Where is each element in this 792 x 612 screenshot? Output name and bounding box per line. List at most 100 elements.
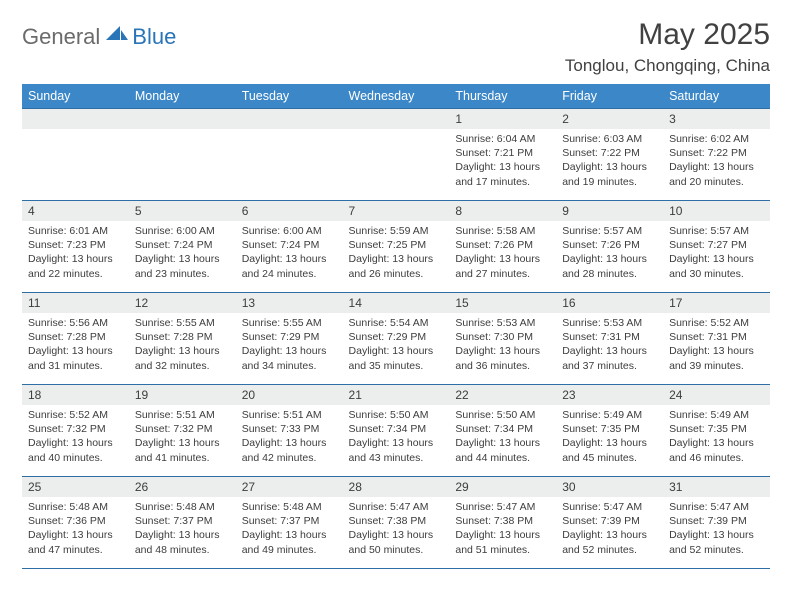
calendar-cell: 18Sunrise: 5:52 AMSunset: 7:32 PMDayligh… <box>22 385 129 477</box>
day-header: Friday <box>556 84 663 109</box>
day-header: Tuesday <box>236 84 343 109</box>
day-details: Sunrise: 5:48 AMSunset: 7:36 PMDaylight:… <box>22 497 129 561</box>
day-number: 18 <box>22 385 129 405</box>
calendar-cell <box>236 109 343 201</box>
calendar-week-row: 4Sunrise: 6:01 AMSunset: 7:23 PMDaylight… <box>22 201 770 293</box>
logo-text-blue: Blue <box>132 24 176 50</box>
day-details: Sunrise: 5:48 AMSunset: 7:37 PMDaylight:… <box>236 497 343 561</box>
calendar-cell: 13Sunrise: 5:55 AMSunset: 7:29 PMDayligh… <box>236 293 343 385</box>
day-details: Sunrise: 6:03 AMSunset: 7:22 PMDaylight:… <box>556 129 663 193</box>
day-number: 15 <box>449 293 556 313</box>
logo-sail-icon <box>106 26 128 49</box>
day-details: Sunrise: 5:57 AMSunset: 7:26 PMDaylight:… <box>556 221 663 285</box>
day-details: Sunrise: 5:49 AMSunset: 7:35 PMDaylight:… <box>663 405 770 469</box>
day-details: Sunrise: 5:57 AMSunset: 7:27 PMDaylight:… <box>663 221 770 285</box>
calendar-cell: 10Sunrise: 5:57 AMSunset: 7:27 PMDayligh… <box>663 201 770 293</box>
day-number: 1 <box>449 109 556 129</box>
day-number: 5 <box>129 201 236 221</box>
calendar-week-row: 25Sunrise: 5:48 AMSunset: 7:36 PMDayligh… <box>22 477 770 569</box>
day-details: Sunrise: 5:59 AMSunset: 7:25 PMDaylight:… <box>343 221 450 285</box>
calendar-table: SundayMondayTuesdayWednesdayThursdayFrid… <box>22 84 770 569</box>
calendar-cell: 25Sunrise: 5:48 AMSunset: 7:36 PMDayligh… <box>22 477 129 569</box>
calendar-cell: 14Sunrise: 5:54 AMSunset: 7:29 PMDayligh… <box>343 293 450 385</box>
day-number: 17 <box>663 293 770 313</box>
day-details: Sunrise: 5:52 AMSunset: 7:32 PMDaylight:… <box>22 405 129 469</box>
calendar-cell: 12Sunrise: 5:55 AMSunset: 7:28 PMDayligh… <box>129 293 236 385</box>
calendar-cell: 29Sunrise: 5:47 AMSunset: 7:38 PMDayligh… <box>449 477 556 569</box>
calendar-cell: 1Sunrise: 6:04 AMSunset: 7:21 PMDaylight… <box>449 109 556 201</box>
day-details: Sunrise: 5:50 AMSunset: 7:34 PMDaylight:… <box>343 405 450 469</box>
calendar-cell: 28Sunrise: 5:47 AMSunset: 7:38 PMDayligh… <box>343 477 450 569</box>
calendar-cell: 2Sunrise: 6:03 AMSunset: 7:22 PMDaylight… <box>556 109 663 201</box>
day-number: 21 <box>343 385 450 405</box>
day-number-empty <box>236 109 343 129</box>
day-details: Sunrise: 6:02 AMSunset: 7:22 PMDaylight:… <box>663 129 770 193</box>
day-number: 30 <box>556 477 663 497</box>
calendar-cell: 17Sunrise: 5:52 AMSunset: 7:31 PMDayligh… <box>663 293 770 385</box>
day-details: Sunrise: 5:55 AMSunset: 7:28 PMDaylight:… <box>129 313 236 377</box>
calendar-cell: 11Sunrise: 5:56 AMSunset: 7:28 PMDayligh… <box>22 293 129 385</box>
day-number: 24 <box>663 385 770 405</box>
calendar-cell: 19Sunrise: 5:51 AMSunset: 7:32 PMDayligh… <box>129 385 236 477</box>
day-number: 3 <box>663 109 770 129</box>
day-number: 27 <box>236 477 343 497</box>
day-details: Sunrise: 5:51 AMSunset: 7:33 PMDaylight:… <box>236 405 343 469</box>
calendar-cell: 21Sunrise: 5:50 AMSunset: 7:34 PMDayligh… <box>343 385 450 477</box>
calendar-cell: 6Sunrise: 6:00 AMSunset: 7:24 PMDaylight… <box>236 201 343 293</box>
calendar-cell: 15Sunrise: 5:53 AMSunset: 7:30 PMDayligh… <box>449 293 556 385</box>
calendar-cell: 3Sunrise: 6:02 AMSunset: 7:22 PMDaylight… <box>663 109 770 201</box>
day-details: Sunrise: 6:04 AMSunset: 7:21 PMDaylight:… <box>449 129 556 193</box>
day-number: 25 <box>22 477 129 497</box>
header: General Blue May 2025 Tonglou, Chongqing… <box>22 18 770 76</box>
day-details: Sunrise: 5:47 AMSunset: 7:38 PMDaylight:… <box>449 497 556 561</box>
calendar-body: 1Sunrise: 6:04 AMSunset: 7:21 PMDaylight… <box>22 109 770 569</box>
title-block: May 2025 Tonglou, Chongqing, China <box>565 18 770 76</box>
day-details: Sunrise: 5:50 AMSunset: 7:34 PMDaylight:… <box>449 405 556 469</box>
calendar-cell: 7Sunrise: 5:59 AMSunset: 7:25 PMDaylight… <box>343 201 450 293</box>
day-number: 31 <box>663 477 770 497</box>
calendar-cell: 5Sunrise: 6:00 AMSunset: 7:24 PMDaylight… <box>129 201 236 293</box>
day-number-empty <box>22 109 129 129</box>
day-details: Sunrise: 5:49 AMSunset: 7:35 PMDaylight:… <box>556 405 663 469</box>
calendar-cell: 16Sunrise: 5:53 AMSunset: 7:31 PMDayligh… <box>556 293 663 385</box>
logo-text-general: General <box>22 24 100 50</box>
day-details: Sunrise: 6:00 AMSunset: 7:24 PMDaylight:… <box>236 221 343 285</box>
day-number: 10 <box>663 201 770 221</box>
day-number: 4 <box>22 201 129 221</box>
location: Tonglou, Chongqing, China <box>565 56 770 76</box>
day-number: 8 <box>449 201 556 221</box>
calendar-cell: 4Sunrise: 6:01 AMSunset: 7:23 PMDaylight… <box>22 201 129 293</box>
calendar-cell: 27Sunrise: 5:48 AMSunset: 7:37 PMDayligh… <box>236 477 343 569</box>
day-number: 9 <box>556 201 663 221</box>
calendar-cell: 31Sunrise: 5:47 AMSunset: 7:39 PMDayligh… <box>663 477 770 569</box>
day-details: Sunrise: 5:53 AMSunset: 7:31 PMDaylight:… <box>556 313 663 377</box>
day-number: 2 <box>556 109 663 129</box>
calendar-cell: 26Sunrise: 5:48 AMSunset: 7:37 PMDayligh… <box>129 477 236 569</box>
day-details: Sunrise: 5:55 AMSunset: 7:29 PMDaylight:… <box>236 313 343 377</box>
calendar-cell <box>129 109 236 201</box>
calendar-week-row: 18Sunrise: 5:52 AMSunset: 7:32 PMDayligh… <box>22 385 770 477</box>
day-number: 28 <box>343 477 450 497</box>
day-number: 22 <box>449 385 556 405</box>
calendar-week-row: 11Sunrise: 5:56 AMSunset: 7:28 PMDayligh… <box>22 293 770 385</box>
day-number: 13 <box>236 293 343 313</box>
calendar-cell: 24Sunrise: 5:49 AMSunset: 7:35 PMDayligh… <box>663 385 770 477</box>
calendar-cell: 8Sunrise: 5:58 AMSunset: 7:26 PMDaylight… <box>449 201 556 293</box>
day-header: Sunday <box>22 84 129 109</box>
day-details: Sunrise: 5:47 AMSunset: 7:38 PMDaylight:… <box>343 497 450 561</box>
day-number: 6 <box>236 201 343 221</box>
day-number: 11 <box>22 293 129 313</box>
day-details: Sunrise: 5:52 AMSunset: 7:31 PMDaylight:… <box>663 313 770 377</box>
day-number: 12 <box>129 293 236 313</box>
day-number: 19 <box>129 385 236 405</box>
day-details: Sunrise: 5:47 AMSunset: 7:39 PMDaylight:… <box>556 497 663 561</box>
day-header: Monday <box>129 84 236 109</box>
month-title: May 2025 <box>565 18 770 52</box>
day-details: Sunrise: 5:56 AMSunset: 7:28 PMDaylight:… <box>22 313 129 377</box>
day-header: Saturday <box>663 84 770 109</box>
day-number: 16 <box>556 293 663 313</box>
day-details: Sunrise: 5:58 AMSunset: 7:26 PMDaylight:… <box>449 221 556 285</box>
calendar-cell: 9Sunrise: 5:57 AMSunset: 7:26 PMDaylight… <box>556 201 663 293</box>
day-details: Sunrise: 6:01 AMSunset: 7:23 PMDaylight:… <box>22 221 129 285</box>
calendar-cell: 30Sunrise: 5:47 AMSunset: 7:39 PMDayligh… <box>556 477 663 569</box>
